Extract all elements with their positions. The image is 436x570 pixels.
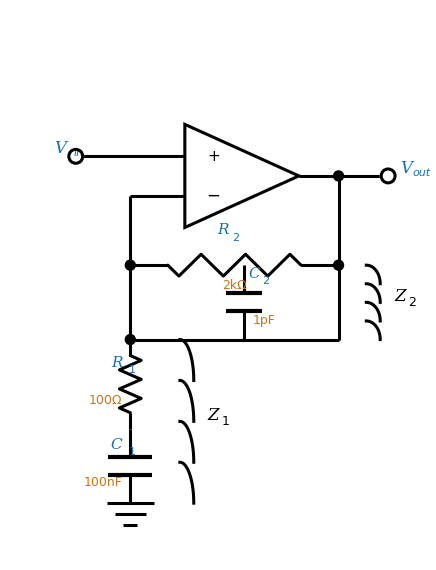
Text: V: V bbox=[400, 160, 412, 177]
Text: 1pF: 1pF bbox=[252, 314, 275, 327]
Circle shape bbox=[69, 149, 83, 163]
Circle shape bbox=[125, 260, 135, 270]
Text: 100Ω: 100Ω bbox=[89, 394, 123, 407]
Text: C: C bbox=[111, 438, 123, 452]
Text: 2kΩ: 2kΩ bbox=[222, 279, 247, 292]
Text: +: + bbox=[207, 149, 220, 164]
Text: 100nF: 100nF bbox=[84, 476, 123, 489]
Text: Z: Z bbox=[208, 407, 219, 424]
Text: 1: 1 bbox=[129, 365, 136, 375]
Text: in: in bbox=[74, 148, 84, 158]
Circle shape bbox=[381, 169, 395, 183]
Text: out: out bbox=[413, 168, 431, 178]
Text: −: − bbox=[206, 186, 220, 205]
Text: V: V bbox=[54, 140, 66, 157]
Text: R: R bbox=[111, 356, 123, 370]
Circle shape bbox=[125, 335, 135, 344]
Text: 1: 1 bbox=[221, 415, 229, 428]
Text: C: C bbox=[249, 267, 260, 280]
Text: R: R bbox=[217, 223, 228, 237]
Text: Z: Z bbox=[394, 288, 405, 305]
Text: 2: 2 bbox=[232, 233, 239, 243]
Text: 1: 1 bbox=[129, 447, 136, 457]
Circle shape bbox=[334, 171, 344, 181]
Text: 2: 2 bbox=[262, 276, 269, 287]
Circle shape bbox=[334, 260, 344, 270]
Text: 2: 2 bbox=[408, 296, 416, 309]
